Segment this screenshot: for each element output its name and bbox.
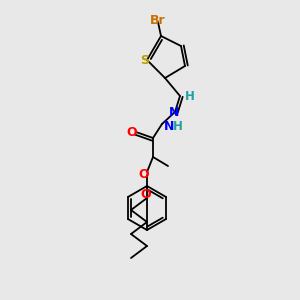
Text: H: H [185,91,195,103]
Text: O: O [141,188,151,202]
Text: O: O [127,127,137,140]
Text: O: O [139,167,149,181]
Text: N: N [169,106,179,118]
Text: S: S [140,55,149,68]
Text: H: H [173,121,183,134]
Text: N: N [164,119,174,133]
Text: Br: Br [150,14,166,28]
